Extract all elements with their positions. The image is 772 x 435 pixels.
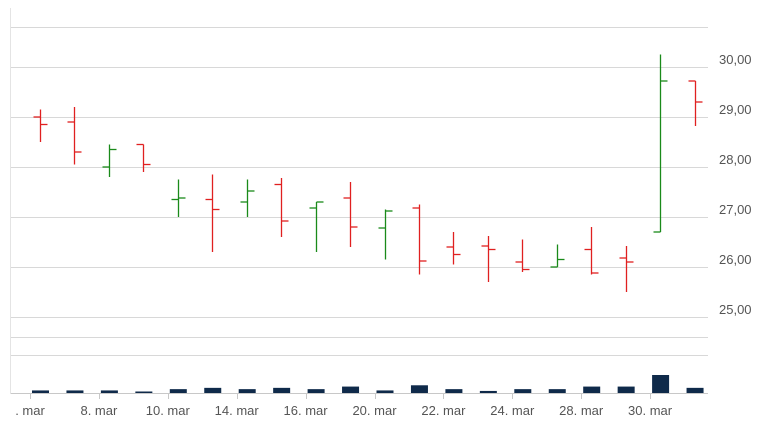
- volume-bar: [169, 389, 187, 393]
- ohlc-bar[interactable]: [515, 239, 530, 273]
- y-tick-label: 29,00: [719, 102, 752, 117]
- y-tick-label: 27,00: [719, 202, 752, 217]
- ohlc-bar[interactable]: [33, 109, 48, 143]
- volume-bar: [652, 375, 670, 393]
- volume-bar: [238, 389, 256, 393]
- ohlc-bar[interactable]: [309, 201, 324, 252]
- x-tick-label: 20. mar: [352, 403, 397, 418]
- y-axis-labels: 30,00 29,00 28,00 27,00 26,00 25,00: [719, 52, 752, 317]
- x-tick-label: 24. mar: [490, 403, 535, 418]
- ohlc-bar[interactable]: [102, 144, 117, 178]
- ohlc-bar[interactable]: [205, 174, 220, 253]
- x-tick-label: 28. mar: [559, 403, 604, 418]
- volume-bar: [548, 389, 566, 393]
- ohlc-bar[interactable]: [550, 244, 565, 268]
- ohlc-bar[interactable]: [274, 178, 289, 237]
- volume-bar: [479, 390, 497, 393]
- ohlc-bar[interactable]: [343, 182, 358, 247]
- x-tick-label: . mar: [15, 403, 45, 418]
- volume-bar: [342, 386, 360, 393]
- grid-lines: [10, 8, 708, 394]
- ohlc-bar[interactable]: [584, 227, 599, 275]
- volume-bar: [32, 390, 49, 393]
- price-bars: [33, 54, 703, 292]
- y-tick-label: 30,00: [719, 52, 752, 67]
- volume-bar: [135, 391, 153, 393]
- y-tick-label: 28,00: [719, 152, 752, 167]
- volume-bar: [617, 386, 635, 393]
- volume-bars: [32, 375, 704, 393]
- volume-bar: [273, 387, 291, 393]
- ohlc-bar[interactable]: [481, 236, 496, 282]
- x-tick-label: 16. mar: [284, 403, 329, 418]
- volume-bar: [204, 387, 222, 393]
- ohlc-bar[interactable]: [240, 179, 255, 218]
- volume-bar: [66, 390, 84, 393]
- ohlc-bar[interactable]: [653, 54, 668, 233]
- ohlc-bar[interactable]: [688, 80, 703, 126]
- volume-bar: [100, 390, 118, 393]
- ohlc-bar[interactable]: [378, 209, 393, 260]
- ohlc-bar[interactable]: [67, 107, 82, 165]
- x-tick-label: 22. mar: [421, 403, 466, 418]
- volume-bar: [410, 385, 428, 393]
- y-tick-label: 26,00: [719, 252, 752, 267]
- volume-bar: [445, 389, 463, 393]
- ohlc-bar[interactable]: [136, 143, 151, 173]
- ohlc-bar[interactable]: [412, 204, 427, 275]
- x-tick-label: 8. mar: [80, 403, 118, 418]
- x-tick-label: 14. mar: [215, 403, 260, 418]
- ohlc-bar[interactable]: [446, 232, 461, 265]
- volume-bar: [376, 390, 394, 393]
- volume-bar: [686, 387, 704, 393]
- x-tick-label: 30. mar: [628, 403, 673, 418]
- volume-bar: [514, 389, 532, 393]
- x-axis-labels: . mar 8. mar 10. mar 14. mar 16. mar 20. mar 2…: [15, 394, 673, 418]
- ohlc-bar[interactable]: [171, 179, 186, 218]
- ohlc-bar[interactable]: [619, 246, 634, 292]
- y-tick-label: 25,00: [719, 302, 752, 317]
- x-tick-label: 10. mar: [146, 403, 191, 418]
- volume-bar: [307, 389, 325, 393]
- volume-bar: [583, 386, 601, 393]
